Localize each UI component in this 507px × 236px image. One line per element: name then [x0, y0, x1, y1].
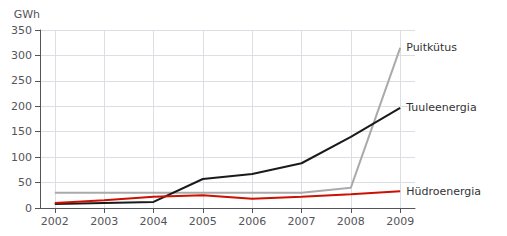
svg-text:2004: 2004	[139, 215, 167, 228]
svg-text:GWh: GWh	[14, 8, 40, 21]
svg-text:2009: 2009	[386, 215, 414, 228]
svg-text:100: 100	[11, 151, 32, 164]
svg-text:2006: 2006	[238, 215, 266, 228]
svg-text:Puitkütus: Puitkütus	[406, 41, 457, 54]
svg-text:2003: 2003	[90, 215, 118, 228]
svg-text:2005: 2005	[189, 215, 217, 228]
svg-text:200: 200	[11, 100, 32, 113]
svg-text:Hüdroenergia: Hüdroenergia	[406, 185, 481, 198]
svg-text:350: 350	[11, 24, 32, 37]
svg-text:50: 50	[18, 176, 32, 189]
svg-text:0: 0	[25, 202, 32, 215]
svg-text:2002: 2002	[41, 215, 69, 228]
svg-text:Tuuleenergia: Tuuleenergia	[405, 101, 476, 114]
svg-text:300: 300	[11, 49, 32, 62]
svg-text:2007: 2007	[288, 215, 316, 228]
svg-text:150: 150	[11, 125, 32, 138]
svg-text:250: 250	[11, 74, 32, 87]
svg-text:2008: 2008	[337, 215, 365, 228]
